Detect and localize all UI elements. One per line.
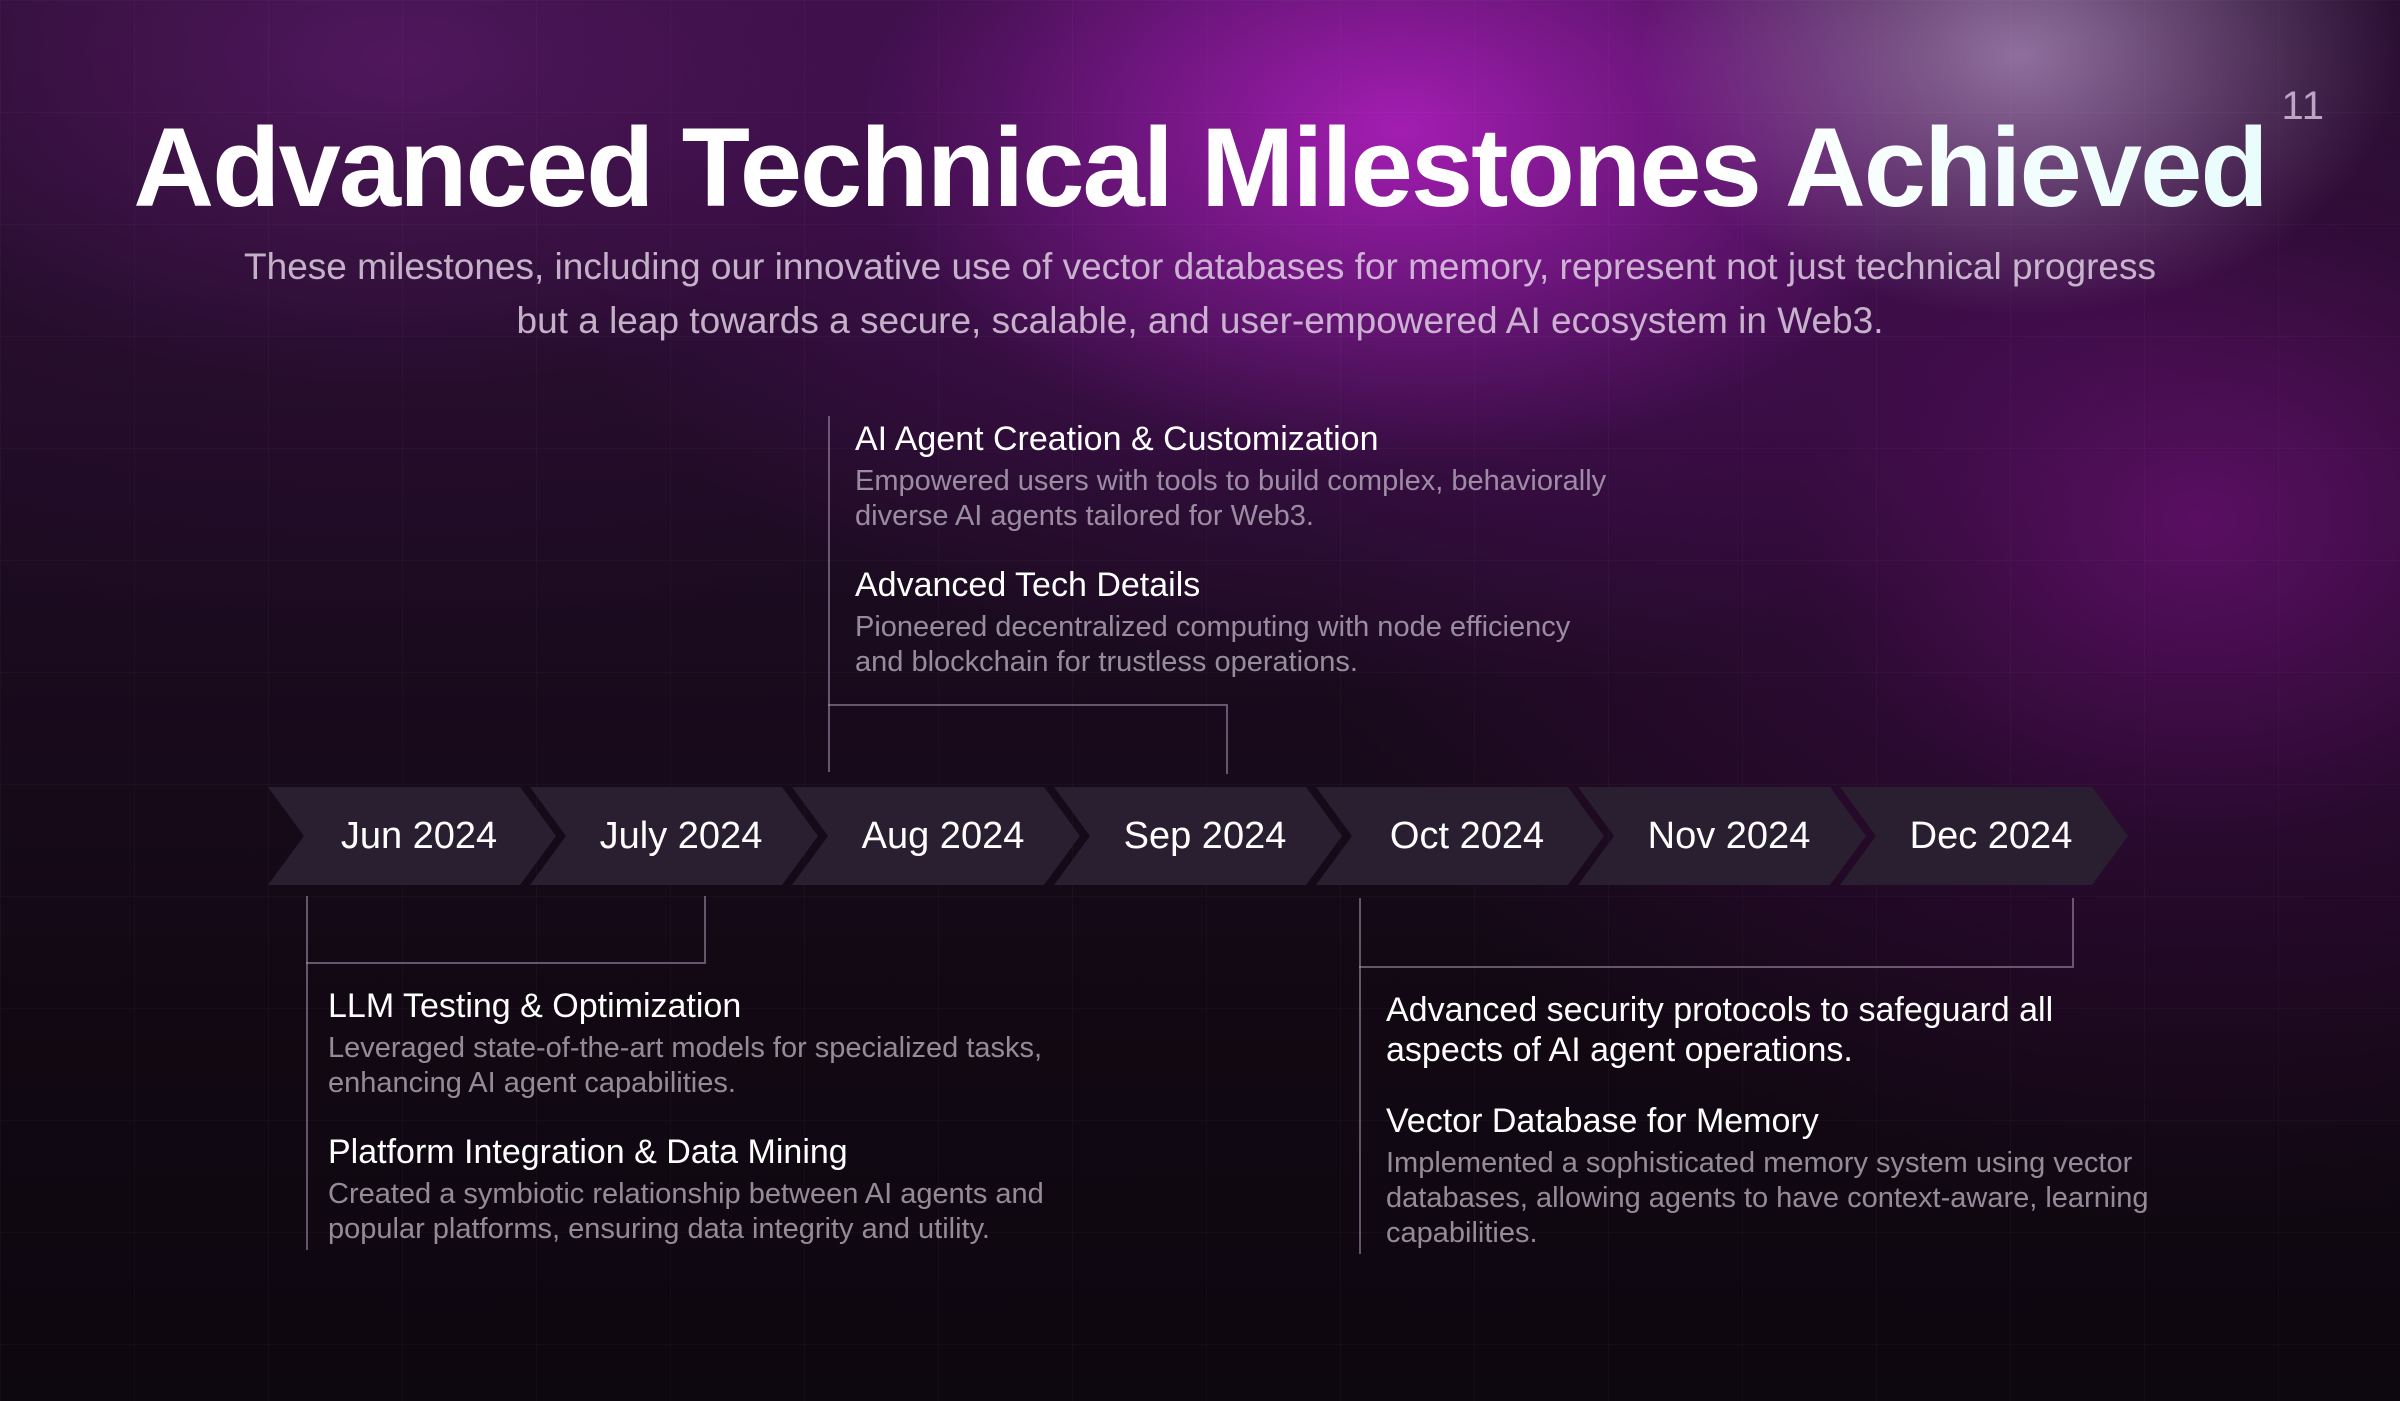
month-label: Jun 2024	[340, 814, 498, 857]
month-label: Nov 2024	[1647, 814, 1811, 857]
milestone-description: Leveraged state-of-the-art models for sp…	[328, 1031, 1288, 1101]
milestone-title: Platform Integration & Data Mining	[328, 1133, 848, 1171]
bottom-right-milestone-group: Advanced security protocols to safeguard…	[1386, 990, 2246, 1281]
timeline-month-oct: Oct 2024	[1316, 787, 1604, 885]
month-label: Dec 2024	[1909, 814, 2073, 857]
timeline-month-sep: Sep 2024	[1054, 787, 1342, 885]
title-line: aspects of AI agent operations.	[1386, 1031, 1853, 1069]
milestone-item: AI Agent Creation & Customization Empowe…	[855, 418, 1755, 534]
bottom-right-bracket-vertical-line	[1359, 898, 1361, 1254]
milestone-title: Advanced Tech Details	[855, 566, 1201, 604]
milestone-item: Vector Database for Memory Implemented a…	[1386, 1100, 2246, 1251]
description-line: and blockchain for trustless operations.	[855, 646, 1358, 678]
slide-title: Advanced Technical Milestones Achieved	[0, 108, 2400, 228]
description-line: Implemented a sophisticated memory syste…	[1386, 1147, 2133, 1179]
timeline-month-aug: Aug 2024	[792, 787, 1080, 885]
bottom-left-milestone-group: LLM Testing & Optimization Leveraged sta…	[328, 985, 1288, 1277]
description-line: popular platforms, ensuring data integri…	[328, 1213, 990, 1245]
milestone-item: Advanced security protocols to safeguard…	[1386, 990, 2246, 1070]
title-line: Advanced security protocols to safeguard…	[1386, 991, 2054, 1029]
milestone-description: Empowered users with tools to build comp…	[855, 464, 1755, 534]
milestone-item: LLM Testing & Optimization Leveraged sta…	[328, 985, 1288, 1101]
milestone-title: Vector Database for Memory	[1386, 1102, 1819, 1140]
month-label: Aug 2024	[861, 814, 1025, 857]
description-line: diverse AI agents tailored for Web3.	[855, 500, 1314, 532]
timeline: Jun 2024 July 2024 Aug 2024 Sep 2024 Oct…	[268, 787, 2140, 885]
description-line: Leveraged state-of-the-art models for sp…	[328, 1032, 1043, 1064]
top-bracket-connector	[828, 704, 1228, 774]
bottom-right-bracket-connector	[1359, 898, 2074, 968]
milestone-description: Pioneered decentralized computing with n…	[855, 610, 1755, 680]
subtitle-line-1: These milestones, including our innovati…	[244, 246, 2156, 287]
milestone-description: Created a symbiotic relationship between…	[328, 1177, 1288, 1247]
description-line: Created a symbiotic relationship between…	[328, 1178, 1044, 1210]
description-line: Empowered users with tools to build comp…	[855, 465, 1607, 497]
page-number: 11	[2281, 84, 2325, 128]
month-label: July 2024	[599, 814, 763, 857]
milestone-title: Advanced security protocols to safeguard…	[1386, 990, 2246, 1070]
description-line: enhancing AI agent capabilities.	[328, 1067, 736, 1099]
description-line: databases, allowing agents to have conte…	[1386, 1182, 2149, 1214]
top-milestone-group: AI Agent Creation & Customization Empowe…	[855, 418, 1755, 710]
milestone-description: Implemented a sophisticated memory syste…	[1386, 1146, 2246, 1251]
subtitle-line-2: but a leap towards a secure, scalable, a…	[516, 300, 1884, 341]
timeline-month-july: July 2024	[530, 787, 818, 885]
top-bracket-vertical-line	[828, 416, 830, 772]
month-label: Sep 2024	[1123, 814, 1287, 857]
timeline-month-nov: Nov 2024	[1578, 787, 1866, 885]
bottom-left-bracket-connector	[306, 896, 706, 964]
timeline-month-dec: Dec 2024	[1840, 787, 2128, 885]
month-label: Oct 2024	[1389, 814, 1545, 857]
milestone-item: Platform Integration & Data Mining Creat…	[328, 1131, 1288, 1247]
bottom-left-bracket-vertical-line	[306, 896, 308, 1250]
milestone-title: AI Agent Creation & Customization	[855, 420, 1379, 458]
description-line: Pioneered decentralized computing with n…	[855, 611, 1571, 643]
timeline-month-jun: Jun 2024	[268, 787, 556, 885]
milestone-item: Advanced Tech Details Pioneered decentra…	[855, 564, 1755, 680]
slide-subtitle: These milestones, including our innovati…	[180, 240, 2220, 348]
description-line: capabilities.	[1386, 1217, 1538, 1249]
milestone-title: LLM Testing & Optimization	[328, 987, 742, 1025]
